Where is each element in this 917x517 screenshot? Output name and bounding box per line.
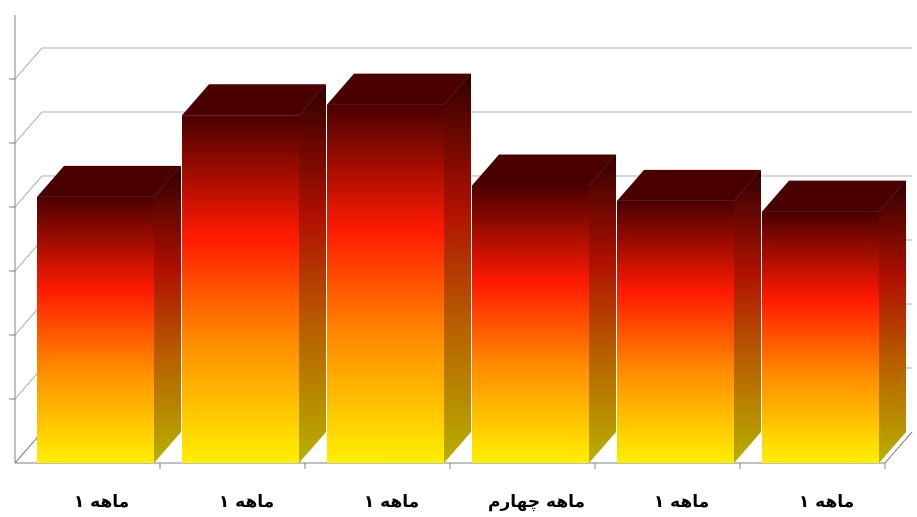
bar-front-face xyxy=(762,211,879,463)
bar-side-face xyxy=(879,180,906,463)
bar-2 xyxy=(182,84,326,463)
gridline-side xyxy=(14,47,43,80)
x-axis-labels: ماهه ۱ ماهه ۱ ماهه ۱ ماهه چهارم ماهه ۱ ماهه ۱ xyxy=(74,492,854,512)
bar-4 xyxy=(472,154,616,464)
bar-1 xyxy=(37,165,181,463)
gridline-side xyxy=(14,111,43,144)
x-tick-label: ماهه ۱ xyxy=(654,492,709,512)
bar-side-face xyxy=(444,73,471,463)
bar-side-face xyxy=(154,165,181,463)
bar-front-face xyxy=(617,200,734,463)
gridline-side xyxy=(14,175,43,208)
bar-front-face xyxy=(37,196,154,463)
bar-6 xyxy=(762,180,906,463)
bar-top-face xyxy=(182,84,326,116)
x-tick-label: ماهه ۱ xyxy=(364,492,419,512)
x-tick-label: ماهه چهارم xyxy=(488,492,585,512)
chart-bars xyxy=(37,73,906,464)
floor-right-edge xyxy=(884,431,913,464)
bar-top-face xyxy=(37,165,181,197)
bar-side-face xyxy=(734,169,761,463)
bar-side-face xyxy=(589,154,616,464)
bar-top-face xyxy=(617,169,761,201)
bar-top-face xyxy=(762,180,906,212)
bar-3 xyxy=(327,73,471,463)
bar-front-face xyxy=(327,104,444,463)
bar-top-face xyxy=(327,73,471,105)
bar-front-face xyxy=(182,115,299,463)
x-tick-label: ماهه ۱ xyxy=(74,492,129,512)
bar-side-face xyxy=(299,84,326,463)
bar-front-face xyxy=(472,185,589,464)
x-tick-label: ماهه ۱ xyxy=(219,492,274,512)
x-tick-label: ماهه ۱ xyxy=(799,492,854,512)
bar-top-face xyxy=(472,154,616,186)
bar-5 xyxy=(617,169,761,463)
